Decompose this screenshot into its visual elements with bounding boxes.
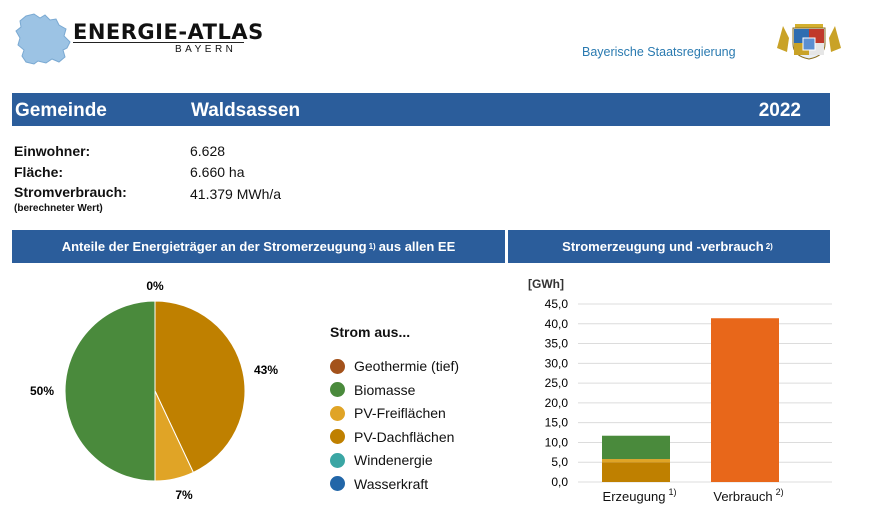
legend-swatch — [330, 358, 345, 374]
bavaria-map-logo-icon — [15, 13, 71, 65]
bar-segment — [602, 462, 670, 482]
legend-swatch — [330, 382, 345, 397]
legend-label: Windenergie — [354, 452, 433, 468]
logo-subtitle: BAYERN — [175, 44, 237, 55]
legend-swatch — [330, 452, 345, 468]
bar-segment — [602, 435, 670, 460]
area-label: Fläche: — [14, 164, 64, 180]
municipality-label: Gemeinde — [15, 100, 107, 121]
logo-underline — [73, 42, 244, 43]
bar-segment — [711, 318, 779, 482]
report-year: 2022 — [758, 100, 801, 121]
y-tick-label: 0,0 — [551, 475, 568, 489]
pie-slice-label: 43% — [254, 363, 278, 377]
pie-slice-label: 50% — [30, 384, 54, 398]
consumption-value: 41.379 MWh/a — [190, 186, 282, 202]
bar-segment — [602, 459, 670, 463]
production-consumption-bar-chart: [GWh] 0,0 5,0 10,0 15,0 20,0 25,0 30,0 35,0 40,0 4… — [528, 277, 832, 504]
municipality-title-bar: Gemeinde Waldsassen 2022 — [12, 93, 830, 126]
y-tick-label: 30,0 — [545, 356, 569, 370]
y-tick-label: 15,0 — [545, 416, 569, 430]
pie-slice-label: 0% — [146, 279, 164, 293]
y-tick-label: 35,0 — [545, 337, 569, 351]
x-category-footnote: 2) — [776, 487, 784, 497]
y-tick-label: 45,0 — [545, 297, 569, 311]
y-tick-label: 40,0 — [545, 317, 569, 331]
area-value: 6.660 ha — [190, 164, 245, 180]
consumption-label: Stromverbrauch: — [14, 184, 127, 200]
pie-slice-label: 7% — [175, 488, 193, 502]
bavarian-coat-of-arms-icon — [777, 24, 841, 60]
legend-item: PV-Dachflächen — [330, 427, 454, 447]
legend-title: Strom aus... — [330, 324, 411, 340]
legend-item: PV-Freiflächen — [330, 403, 446, 423]
y-axis-label: [GWh] — [528, 277, 564, 291]
legend-swatch — [330, 405, 345, 421]
pie-section-footnote: 1) — [368, 242, 376, 251]
y-tick-label: 10,0 — [545, 435, 569, 449]
legend-item: Wasserkraft — [330, 474, 428, 494]
legend-label: Biomasse — [354, 381, 416, 398]
legend-label: Wasserkraft — [354, 475, 429, 492]
energy-share-pie-chart: 43% 7% 50% 0% — [30, 279, 278, 502]
residents-label: Einwohner: — [14, 143, 91, 159]
residents-value: 6.628 — [190, 143, 226, 159]
x-category-label: Verbrauch — [713, 489, 772, 504]
x-category-footnote: 1) — [668, 487, 676, 497]
x-category-label: Erzeugung — [603, 489, 666, 504]
consumption-note: (berechneter Wert) — [14, 203, 103, 214]
y-tick-label: 5,0 — [551, 455, 568, 469]
legend-swatch — [330, 476, 345, 491]
legend-item: Biomasse — [330, 380, 415, 400]
pie-section-title: Anteile der Energieträger an der Stromer… — [61, 239, 367, 254]
legend-swatch — [330, 429, 345, 444]
pie-slice — [64, 300, 156, 482]
municipality-name: Waldsassen — [191, 100, 301, 121]
legend-item: Geothermie (tief) — [330, 356, 459, 376]
bar-section-title: Stromerzeugung und -verbrauch — [562, 239, 764, 254]
pie-slice — [154, 300, 246, 474]
government-label: Bayerische Staatsregierung — [582, 45, 736, 59]
bar-section-footnote: 2) — [765, 242, 773, 251]
pie-section-title-bar: Anteile der Energieträger an der Stromer… — [12, 230, 505, 263]
y-tick-label: 20,0 — [545, 396, 569, 410]
legend-label: Geothermie (tief) — [354, 358, 460, 374]
logo-title: ENERGIE-ATLAS — [73, 20, 264, 44]
y-tick-label: 25,0 — [545, 376, 569, 390]
bar-section-title-bar: Stromerzeugung und -verbrauch 2) — [508, 230, 830, 263]
legend-label: PV-Freiflächen — [354, 405, 446, 421]
legend-label: PV-Dachflächen — [354, 428, 455, 445]
legend-item: Windenergie — [330, 450, 433, 470]
pie-section-title-suffix: aus allen EE — [378, 239, 456, 254]
